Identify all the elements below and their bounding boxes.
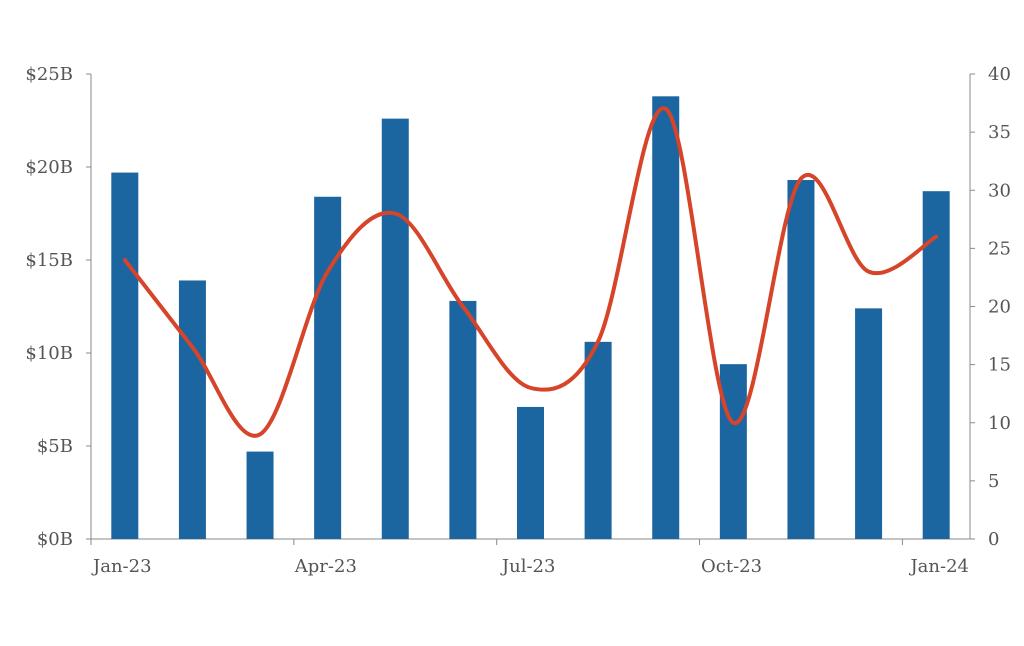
bar xyxy=(246,451,274,539)
left-tick-label: $15B xyxy=(25,250,73,271)
bar xyxy=(178,280,206,539)
bar xyxy=(584,341,612,539)
right-tick-label: 35 xyxy=(988,122,1011,143)
bar xyxy=(652,96,680,539)
bar xyxy=(719,364,747,539)
right-tick-label: 0 xyxy=(988,529,999,550)
bar xyxy=(314,196,342,539)
right-tick-label: 10 xyxy=(988,413,1011,434)
right-tick-label: 25 xyxy=(988,238,1011,259)
right-tick-label: 30 xyxy=(988,180,1011,201)
x-tick-label: Jul-23 xyxy=(500,556,556,577)
right-tick-label: 40 xyxy=(988,64,1011,85)
right-tick-label: 20 xyxy=(988,297,1011,318)
bar xyxy=(381,118,409,539)
right-tick-label: 5 xyxy=(988,471,999,492)
bar xyxy=(517,406,544,539)
bar xyxy=(449,300,477,539)
left-tick-label: $10B xyxy=(25,343,73,364)
left-tick-label: $25B xyxy=(25,64,73,85)
line-series xyxy=(122,106,939,438)
x-tick-label: Jan-24 xyxy=(908,556,969,577)
bar xyxy=(922,191,950,539)
x-tick-label: Oct-23 xyxy=(701,556,762,577)
left-tick-label: $5B xyxy=(37,436,73,457)
tick-labels: $0B $5B $10B $15B $20B $25B 0 5 10 15 20 25 30 35 40 Ja… xyxy=(25,64,1011,577)
bar-series xyxy=(111,96,950,539)
bar xyxy=(111,172,139,539)
right-tick-label: 15 xyxy=(988,355,1011,376)
left-tick-label: $0B xyxy=(37,529,73,550)
x-tick-label: Jan-23 xyxy=(91,556,152,577)
bar xyxy=(787,180,815,539)
left-tick-label: $20B xyxy=(25,157,73,178)
bar xyxy=(855,308,883,539)
trend-line xyxy=(122,106,939,438)
x-tick-label: Apr-23 xyxy=(294,556,357,577)
